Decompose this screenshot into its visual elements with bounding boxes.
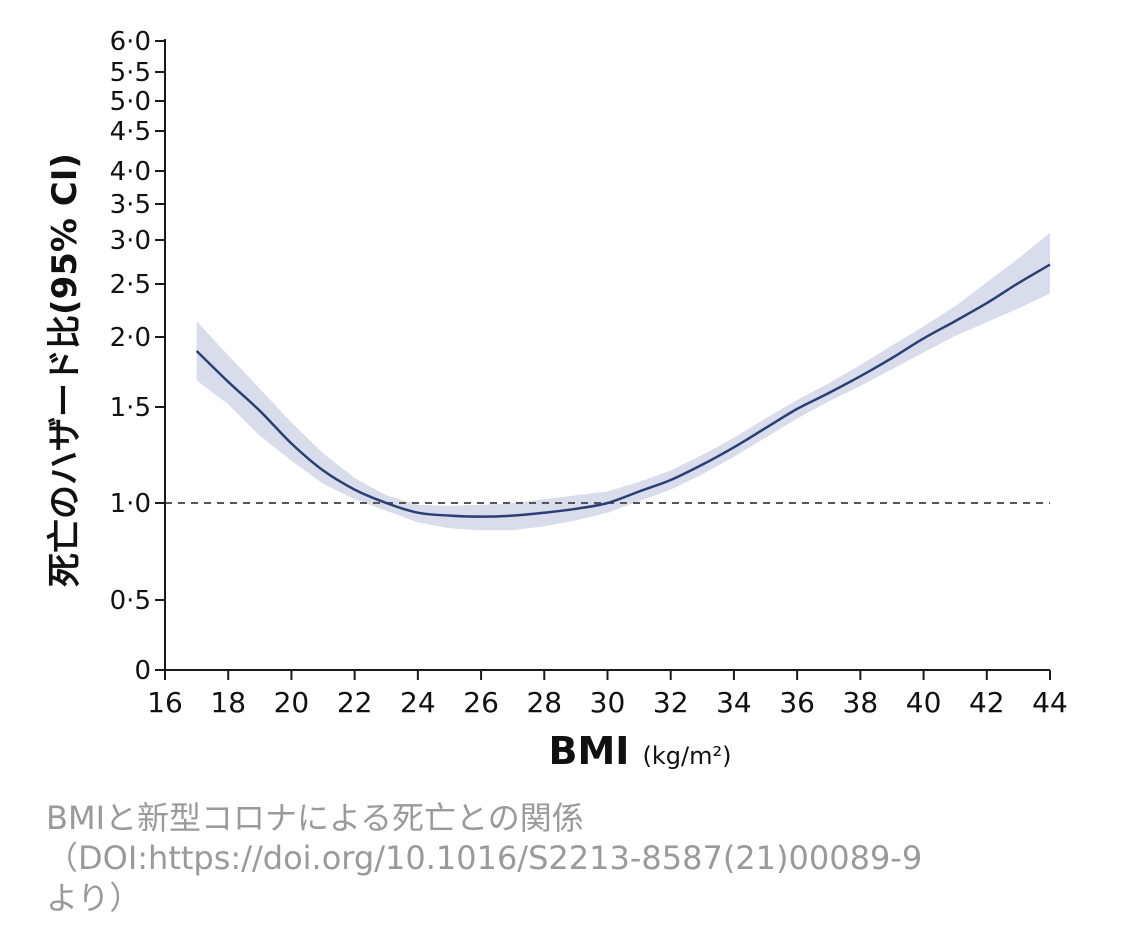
y-tick-label: 4·0 <box>110 157 151 187</box>
y-tick-label: 0 <box>134 656 151 686</box>
y-axis-label: 死亡のハザード比(95% CI) <box>45 153 85 587</box>
x-axis-ticks: 16 18 20 22 24 26 28 30 32 34 36 38 40 42 44 <box>147 670 1068 719</box>
caption-line-1: BMIと新型コロナによる死亡との関係 <box>46 799 584 837</box>
y-tick-label: 2·5 <box>110 270 151 300</box>
x-axis-label: BMI <box>549 729 630 773</box>
caption-line-2: （DOI:https://doi.org/10.1016/S2213-8587(… <box>46 839 923 877</box>
y-tick-label: 4·5 <box>110 117 151 147</box>
series-line-layer <box>195 263 1051 518</box>
y-tick-label: 6·0 <box>110 27 151 57</box>
y-tick-label: 3·0 <box>110 226 151 256</box>
x-tick-label: 30 <box>590 686 626 719</box>
y-tick-label: 5·5 <box>110 58 151 88</box>
x-tick-label: 38 <box>843 686 879 719</box>
y-axis-ticks: 0 0·5 1·0 1·5 2·0 2·5 3·0 3·54·0 4·55·05·56·0 <box>110 27 165 686</box>
x-tick-label: 42 <box>969 686 1005 719</box>
y-tick-label: 1·5 <box>110 393 151 423</box>
y-tick-label: 0·5 <box>110 586 151 616</box>
x-tick-label: 40 <box>906 686 942 719</box>
confidence-band <box>196 232 1051 531</box>
y-tick-label: 2·0 <box>110 323 151 353</box>
x-tick-label: 24 <box>400 686 436 719</box>
x-tick-label: 18 <box>210 686 246 719</box>
x-tick-label: 34 <box>716 686 752 719</box>
caption-line-3: より） <box>46 879 142 917</box>
x-tick-label: 16 <box>147 686 183 719</box>
svg-text:BMI (kg/m²): BMI (kg/m²) <box>549 729 732 773</box>
y-tick-label: 5·0 <box>110 87 151 117</box>
x-tick-label: 36 <box>779 686 815 719</box>
hazard-ratio-line <box>195 263 1051 518</box>
x-tick-label: 44 <box>1032 686 1068 719</box>
x-tick-label: 26 <box>463 686 499 719</box>
figure-caption: BMIと新型コロナによる死亡との関係 （DOI:https://doi.org/… <box>46 798 1106 918</box>
x-tick-label: 20 <box>274 686 310 719</box>
x-tick-label: 22 <box>337 686 373 719</box>
y-tick-label: 3·5 <box>110 190 151 220</box>
x-tick-label: 32 <box>653 686 689 719</box>
confidence-band-layer <box>196 232 1051 531</box>
y-tick-label: 1·0 <box>110 489 151 519</box>
x-tick-label: 28 <box>526 686 562 719</box>
x-axis-unit: (kg/m²) <box>643 742 732 770</box>
chart: 0 0·5 1·0 1·5 2·0 2·5 3·0 3·54·0 4·55·05·56·0 16… <box>45 27 1068 773</box>
